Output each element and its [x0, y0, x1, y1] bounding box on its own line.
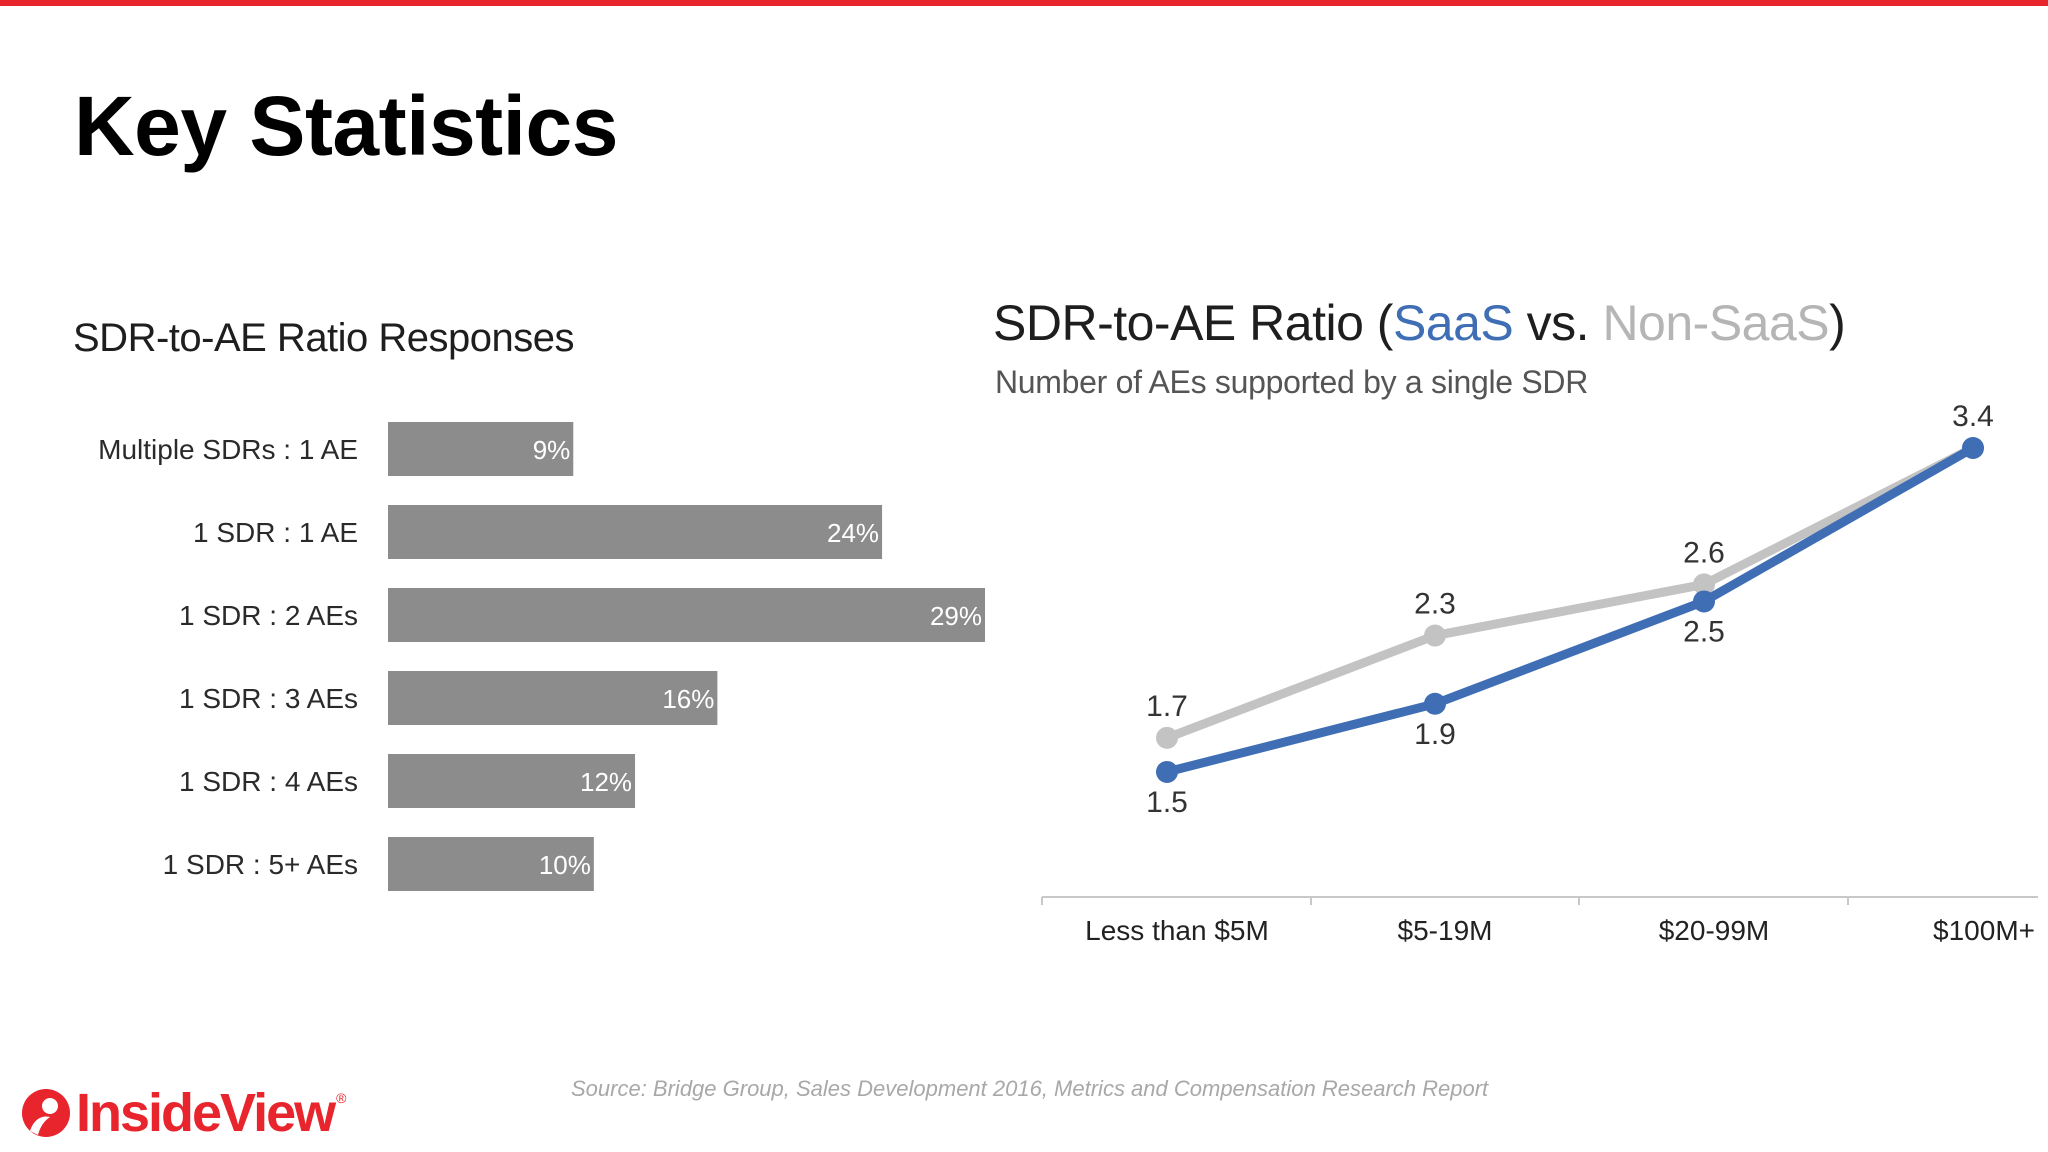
x-tick-label: Less than $5M — [1085, 915, 1269, 946]
source-citation: Source: Bridge Group, Sales Development … — [571, 1076, 1489, 1101]
data-point-saas — [1693, 590, 1715, 613]
line-chart-subtitle: Number of AEs supported by a single SDR — [995, 364, 1589, 400]
bar-category-label: 1 SDR : 5+ AEs — [163, 849, 358, 880]
x-tick-label: $20-99M — [1659, 915, 1770, 946]
insideview-logo: InsideView ® — [20, 1086, 346, 1140]
data-label-non-saas: 3.4 — [1952, 400, 1994, 433]
logo-person-icon — [22, 1089, 70, 1137]
title-vs-word: vs. — [1513, 295, 1603, 351]
bar-category-label: 1 SDR : 3 AEs — [179, 683, 358, 714]
bar — [388, 422, 574, 476]
data-point-saas — [1156, 760, 1178, 783]
bar-value-label: 9% — [533, 435, 571, 465]
bar-category-label: 1 SDR : 4 AEs — [179, 766, 358, 797]
page-title: Key Statistics — [74, 79, 618, 173]
data-point-non-saas — [1693, 573, 1715, 596]
x-tick-label: $100M+ — [1933, 915, 2035, 946]
title-prefix: SDR-to-AE Ratio ( — [993, 295, 1393, 351]
x-tick-label: $5-19M — [1398, 915, 1493, 946]
bar-category-label: Multiple SDRs : 1 AE — [98, 434, 358, 465]
bar — [388, 837, 594, 891]
bar-value-label: 10% — [539, 850, 591, 880]
data-point-non-saas — [1424, 624, 1446, 647]
data-point-non-saas — [1156, 726, 1178, 749]
line-chart: Less than $5M $5-19M $20-99M $100M+ 1.7 2.3 2.… — [1041, 400, 2038, 946]
bar — [388, 505, 883, 559]
bar — [388, 588, 985, 642]
bar-category-label: 1 SDR : 1 AE — [193, 517, 358, 548]
series-line-saas — [1162, 443, 1978, 777]
title-nonsaas-word: Non-SaaS — [1602, 295, 1830, 351]
data-label-non-saas: 2.3 — [1414, 588, 1456, 621]
bar-chart: Multiple SDRs : 1 AE 9% 1 SDR : 1 AE 24% 1 S… — [98, 422, 985, 891]
data-label-saas: 1.5 — [1146, 786, 1188, 819]
logo-registered-mark: ® — [336, 1090, 347, 1106]
series-line-non-saas — [1162, 443, 1978, 743]
data-label-non-saas: 1.7 — [1146, 690, 1188, 723]
data-point-saas — [1424, 692, 1446, 715]
bar-value-label: 24% — [827, 518, 879, 548]
line-chart-title: SDR-to-AE Ratio (SaaS vs. Non-SaaS) — [993, 294, 1846, 352]
bar-value-label: 12% — [580, 767, 632, 797]
top-accent-bar — [0, 0, 2048, 6]
bar — [388, 754, 636, 808]
data-point-saas — [1962, 437, 1984, 459]
bar-value-label: 29% — [930, 601, 982, 631]
title-saas-word: SaaS — [1392, 295, 1514, 351]
bar-chart-title: SDR-to-AE Ratio Responses — [73, 316, 575, 360]
data-label-saas: 1.9 — [1414, 718, 1456, 751]
data-label-saas: 2.5 — [1683, 615, 1725, 648]
title-suffix: ) — [1829, 295, 1846, 351]
logo-text: InsideView — [76, 1083, 336, 1143]
bar — [388, 671, 718, 725]
data-label-non-saas: 2.6 — [1683, 536, 1725, 569]
bar-value-label: 16% — [662, 684, 714, 714]
bar-category-label: 1 SDR : 2 AEs — [179, 600, 358, 631]
